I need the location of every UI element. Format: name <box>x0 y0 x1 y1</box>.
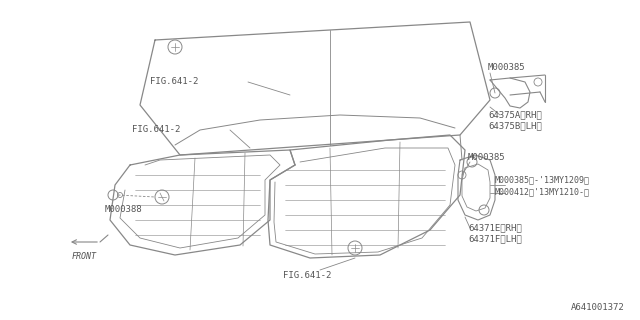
Text: M000412〈'13MY1210-〉: M000412〈'13MY1210-〉 <box>495 188 590 196</box>
Text: M000385: M000385 <box>488 63 525 73</box>
Text: M000388: M000388 <box>105 205 143 214</box>
Text: M000385〈-'13MY1209〉: M000385〈-'13MY1209〉 <box>495 175 590 185</box>
Text: 64375A〈RH〉: 64375A〈RH〉 <box>488 110 541 119</box>
Text: M000385: M000385 <box>468 154 506 163</box>
Text: FIG.641-2: FIG.641-2 <box>283 270 331 279</box>
Text: A641001372: A641001372 <box>572 303 625 312</box>
Text: FIG.641-2: FIG.641-2 <box>150 77 198 86</box>
Text: 64375B〈LH〉: 64375B〈LH〉 <box>488 122 541 131</box>
Text: 64371E〈RH〉: 64371E〈RH〉 <box>468 223 522 233</box>
Text: FRONT: FRONT <box>72 252 97 261</box>
Text: FIG.641-2: FIG.641-2 <box>132 125 180 134</box>
Text: 64371F〈LH〉: 64371F〈LH〉 <box>468 235 522 244</box>
